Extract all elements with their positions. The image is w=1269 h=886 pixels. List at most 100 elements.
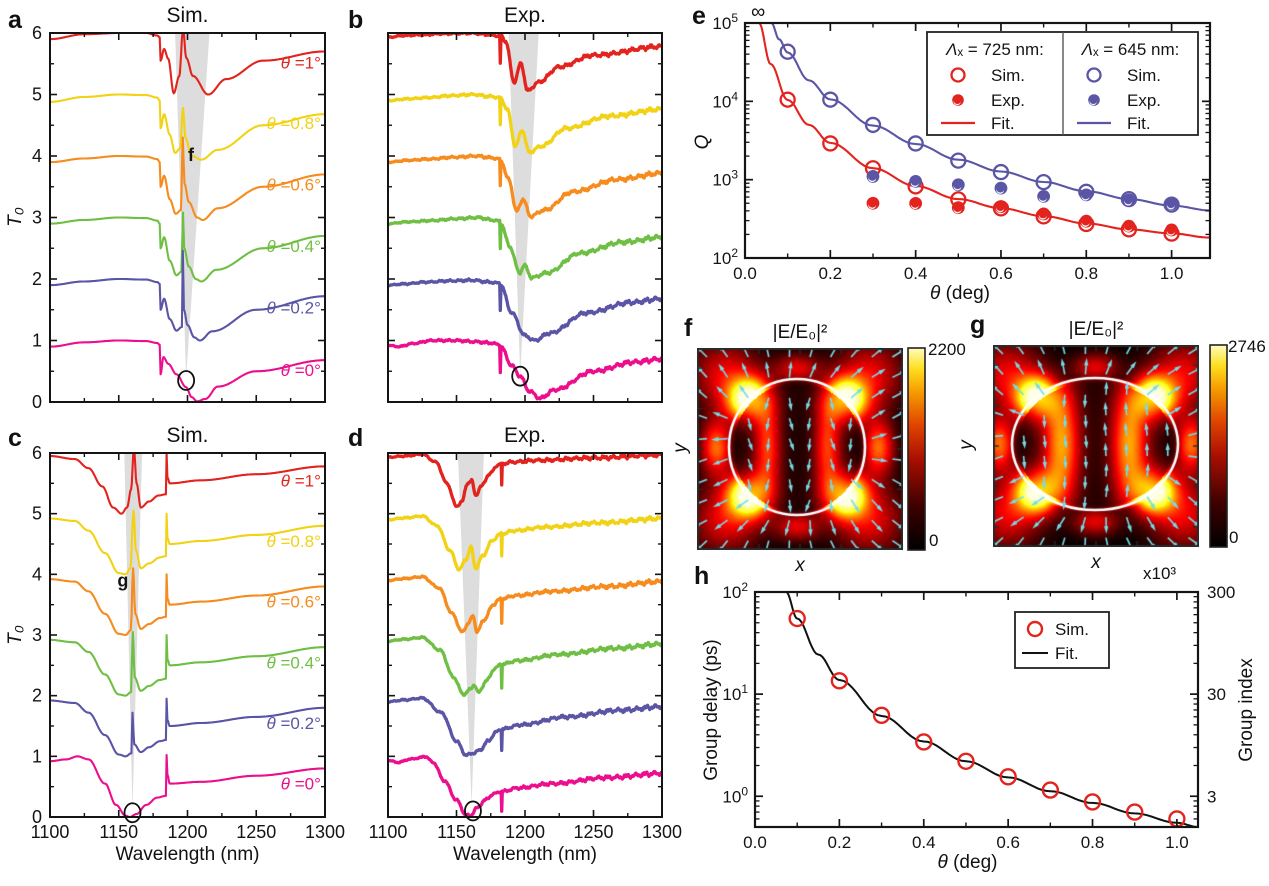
panel-g-title: |E/E₀|² (1068, 319, 1124, 340)
panel-f-title: |E/E₀|² (772, 322, 828, 343)
spectrum-curve (50, 211, 325, 283)
svg-text:θ =0.8°: θ =0.8° (267, 532, 321, 551)
sim-marker (915, 733, 933, 751)
spectrum-curve (50, 136, 325, 222)
svg-text:Exp.: Exp. (1127, 91, 1161, 110)
spectrum-curve (388, 453, 662, 508)
panel-a-plot: f θ =1° θ =0.8° θ =0.6° θ =0.4° θ =0.2° θ =0° 0… (32, 23, 326, 412)
svg-text:102: 102 (712, 246, 738, 268)
svg-text:6: 6 (32, 23, 42, 43)
svg-text:1300: 1300 (642, 822, 682, 842)
sim-marker (1035, 173, 1052, 191)
spectrum-curve (50, 630, 325, 697)
sim-marker (864, 116, 882, 134)
panel-h-right-ylabel: Group index (1236, 658, 1257, 762)
svg-text:1.0: 1.0 (1165, 833, 1189, 852)
spectrum-curve (50, 249, 325, 342)
svg-text:300: 300 (1207, 583, 1235, 602)
right-axis-multiplier: x10³ (1143, 564, 1177, 583)
field-map-f (697, 348, 903, 550)
svg-text:0.8: 0.8 (1081, 833, 1105, 852)
panel-g-xlabel: x (1091, 552, 1101, 573)
svg-text:0.0: 0.0 (733, 264, 757, 283)
svg-text:Fit.: Fit. (1127, 114, 1151, 133)
svg-text:g: g (117, 570, 128, 590)
svg-text:5: 5 (32, 504, 42, 524)
sim-marker (950, 152, 967, 169)
svg-text:105: 105 (712, 11, 738, 33)
panel-letter-d: d (348, 424, 364, 452)
spectrum-curve (50, 93, 325, 161)
shaded-wedge (508, 33, 539, 375)
svg-text:6: 6 (32, 443, 42, 463)
sim-marker (1126, 803, 1144, 821)
panel-d-xlabel: Wavelength (nm) (453, 844, 597, 865)
svg-text:2: 2 (32, 686, 42, 706)
panel-d-title: Exp. (503, 424, 547, 447)
panel-letter-h: h (694, 562, 710, 590)
svg-text:Sim.: Sim. (1127, 66, 1161, 85)
sim-marker (907, 135, 924, 152)
sim-marker (872, 706, 891, 725)
svg-text:θ =0.4°: θ =0.4° (267, 653, 321, 672)
svg-text:θ =0.8°: θ =0.8° (267, 114, 321, 133)
panel-b-title: Exp. (503, 4, 547, 27)
panel-letter-c: c (8, 424, 22, 452)
panel-h-ylabel: Group delay (ps) (701, 639, 722, 781)
sim-marker (779, 43, 796, 60)
sim-marker (1041, 781, 1060, 799)
panel-d-plot: 1100 1150 1200 1250 1300 (369, 452, 682, 842)
spectrum-curve (388, 277, 662, 343)
spectrum-curve (50, 339, 325, 402)
panel-f-ylabel: y (670, 443, 691, 453)
spectrum-curve (388, 754, 662, 817)
spectrum-curve (388, 634, 662, 697)
svg-text:0.2: 0.2 (828, 833, 852, 852)
svg-text:θ =0.2°: θ =0.2° (267, 714, 321, 733)
sim-marker (992, 163, 1010, 181)
svg-text:Sim.: Sim. (991, 66, 1025, 85)
svg-text:5: 5 (32, 85, 42, 105)
colorbar-f-max: 2200 (928, 340, 966, 359)
svg-text:1.0: 1.0 (1160, 264, 1184, 283)
svg-text:100: 100 (722, 784, 748, 806)
svg-text:0.8: 0.8 (1074, 264, 1098, 283)
spectrum-curve (50, 567, 325, 637)
svg-text:Λₓ = 725 nm:: Λₓ = 725 nm: (945, 40, 1044, 59)
svg-text:1300: 1300 (305, 822, 345, 842)
svg-text:1: 1 (32, 746, 42, 766)
svg-text:θ =0.2°: θ =0.2° (267, 298, 321, 317)
svg-text:0.0: 0.0 (743, 833, 767, 852)
svg-text:Sim.: Sim. (1055, 620, 1089, 639)
svg-text:Λₓ = 645 nm:: Λₓ = 645 nm: (1081, 40, 1180, 59)
sim-marker (999, 768, 1017, 786)
svg-text:4: 4 (32, 146, 42, 166)
svg-text:θ =0.4°: θ =0.4° (267, 237, 321, 256)
panel-e-plot: 0.0 0.2 0.4 0.6 0.8 1.0 102 103 104 105 (712, 11, 1212, 283)
svg-text:104: 104 (712, 89, 738, 111)
colorbar-g-max: 2746 (1228, 337, 1266, 356)
panel-a-title: Sim. (166, 4, 209, 27)
spectrum-curve (388, 91, 662, 155)
svg-text:1150: 1150 (437, 822, 476, 842)
colorbar-g-min: 0 (1229, 528, 1239, 547)
svg-text:θ =1°: θ =1° (281, 471, 321, 490)
svg-text:1250: 1250 (236, 822, 276, 842)
svg-text:101: 101 (722, 682, 748, 704)
colorbar-f-min: 0 (929, 531, 939, 550)
svg-text:103: 103 (712, 168, 738, 190)
sim-marker (822, 135, 839, 152)
spectrum-curve (50, 754, 325, 817)
shaded-wedge (457, 453, 484, 805)
svg-text:3: 3 (32, 625, 42, 645)
sim-marker (1083, 793, 1102, 811)
panel-b-plot (387, 32, 663, 403)
svg-text:0.6: 0.6 (989, 264, 1013, 283)
svg-text:1200: 1200 (505, 822, 545, 842)
panel-c-xlabel: Wavelength (nm) (115, 844, 260, 865)
svg-text:0: 0 (32, 807, 42, 827)
bic-marker-circle (464, 800, 482, 822)
fit-line (785, 591, 1199, 828)
svg-text:1100: 1100 (31, 822, 70, 842)
